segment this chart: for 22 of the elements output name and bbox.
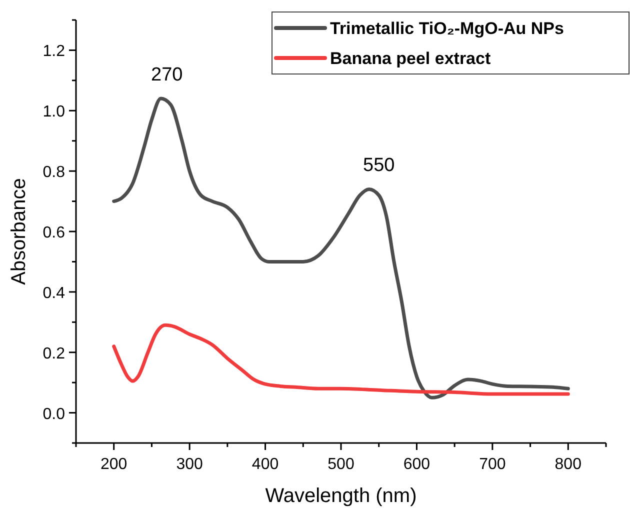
y-tick-label: 1.2: [42, 43, 66, 60]
line-series: [112, 96, 570, 400]
y-tick-label: 0.4: [42, 284, 66, 302]
line-series: [112, 323, 570, 396]
x-tick-label: 500: [328, 456, 354, 473]
x-tick-label: 600: [403, 456, 430, 473]
legend-label: Banana peel extract: [330, 49, 491, 68]
y-tick-label: 1.0: [42, 104, 66, 121]
x-tick-label: 200: [100, 456, 128, 473]
x-tick-label: 800: [554, 456, 582, 473]
x-tick-label: 400: [252, 456, 279, 473]
y-tick-label: 0.2: [42, 345, 66, 362]
y-axis-title: Absorbance: [8, 178, 30, 285]
x-axis-title: Wavelength (nm): [265, 485, 417, 507]
y-tick-label: 0.6: [42, 224, 66, 242]
x-tick-label: 300: [176, 456, 204, 473]
annotation: 270: [151, 64, 183, 86]
legend-label: Trimetallic TiO₂-MgO-Au NPs: [330, 19, 564, 38]
y-tick-label: 0.0: [42, 406, 66, 423]
x-tick-label: 700: [479, 456, 506, 473]
annotation: 550: [363, 155, 395, 176]
y-tick-label: 0.8: [42, 164, 66, 182]
